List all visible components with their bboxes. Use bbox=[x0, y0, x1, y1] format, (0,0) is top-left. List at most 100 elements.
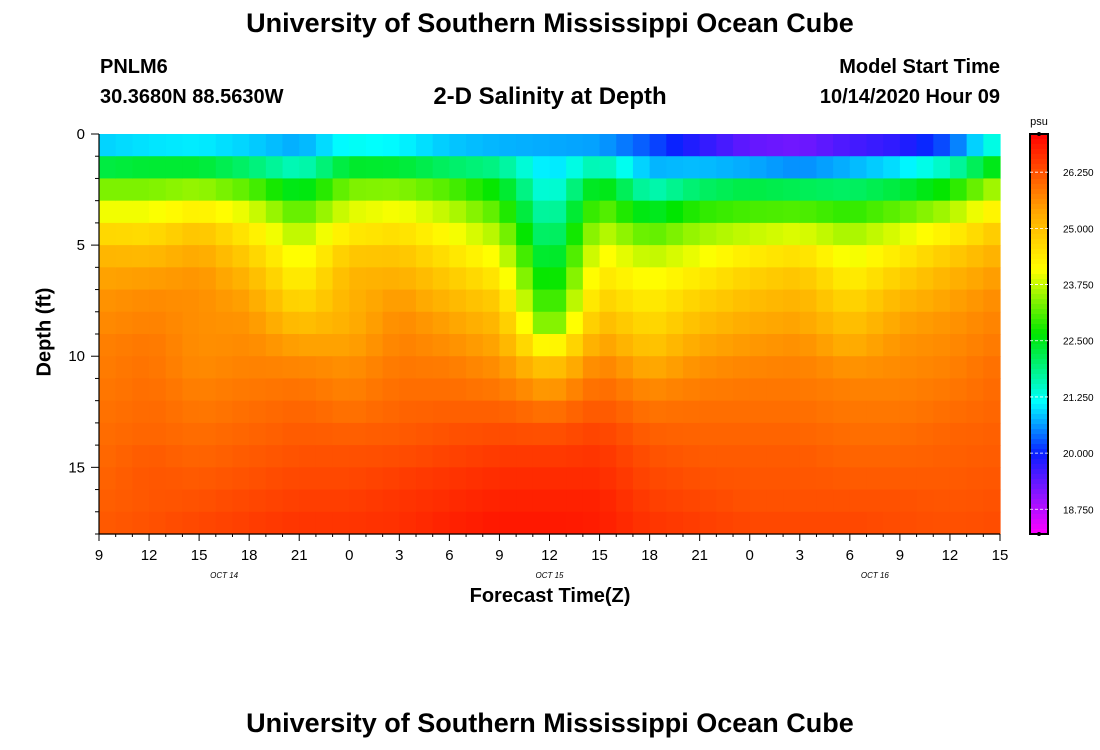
heatmap-cell bbox=[866, 511, 884, 535]
heatmap-cell bbox=[315, 222, 334, 246]
heatmap-cell bbox=[699, 245, 717, 268]
colorbar-segment bbox=[1030, 379, 1048, 385]
heatmap-cell bbox=[716, 289, 734, 313]
colorbar-tick-label: 20.000 bbox=[1063, 449, 1094, 460]
heatmap-cell bbox=[549, 156, 567, 180]
heatmap-cell bbox=[983, 289, 1001, 313]
heatmap-cell bbox=[566, 289, 584, 313]
heatmap-cell bbox=[783, 311, 801, 335]
heatmap-cell bbox=[315, 178, 334, 202]
heatmap-cell bbox=[516, 489, 534, 513]
heatmap-cell bbox=[349, 178, 367, 202]
heatmap-cell bbox=[382, 400, 400, 424]
heatmap-cell bbox=[766, 422, 784, 446]
heatmap-cell bbox=[933, 134, 951, 157]
heatmap-cell bbox=[816, 311, 834, 335]
heatmap-cell bbox=[182, 489, 200, 513]
heatmap-cell bbox=[949, 156, 968, 180]
heatmap-cell bbox=[699, 334, 717, 357]
heatmap-cell bbox=[516, 178, 534, 202]
heatmap-cell bbox=[382, 489, 400, 513]
heatmap-cell bbox=[716, 489, 734, 513]
heatmap-cell bbox=[432, 200, 450, 224]
heatmap-cell bbox=[165, 489, 184, 513]
heatmap-cell bbox=[816, 378, 834, 402]
heatmap-cell bbox=[449, 445, 467, 468]
heatmap-cell bbox=[682, 222, 701, 246]
heatmap-cell bbox=[632, 467, 651, 491]
heatmap-cell bbox=[232, 489, 250, 513]
heatmap-cell bbox=[833, 222, 851, 246]
heatmap-cell bbox=[816, 422, 834, 446]
heatmap-cell bbox=[899, 334, 918, 357]
heatmap-cell bbox=[716, 467, 734, 491]
heatmap-cell bbox=[983, 222, 1001, 246]
heatmap-cell bbox=[966, 489, 984, 513]
heatmap-cell bbox=[299, 200, 317, 224]
heatmap-cell bbox=[99, 445, 117, 468]
colorbar-segment bbox=[1030, 199, 1048, 205]
heatmap-cell bbox=[766, 200, 784, 224]
heatmap-cell bbox=[115, 267, 133, 291]
heatmap-cell bbox=[666, 445, 684, 468]
heatmap-cell bbox=[299, 445, 317, 468]
heatmap-cell bbox=[199, 467, 217, 491]
heatmap-cell bbox=[899, 156, 918, 180]
x-tick-label: 0 bbox=[345, 547, 353, 564]
heatmap-cell bbox=[682, 245, 701, 268]
heatmap-cell bbox=[466, 222, 484, 246]
heatmap-cell bbox=[482, 200, 501, 224]
heatmap-cell bbox=[349, 156, 367, 180]
heatmap-cell bbox=[349, 489, 367, 513]
heatmap-cell bbox=[649, 356, 667, 380]
heatmap-cell bbox=[733, 222, 751, 246]
heatmap-cell bbox=[749, 267, 768, 291]
heatmap-cell bbox=[983, 356, 1001, 380]
heatmap-cell bbox=[199, 489, 217, 513]
heatmap-cell bbox=[983, 489, 1001, 513]
heatmap-cell bbox=[933, 222, 951, 246]
heatmap-cell bbox=[833, 289, 851, 313]
colorbar-segment bbox=[1030, 344, 1048, 350]
heatmap-cell bbox=[916, 334, 934, 357]
heatmap-cell bbox=[649, 400, 667, 424]
heatmap-cell bbox=[265, 489, 284, 513]
station-coordinates: 30.3680N 88.5630W bbox=[100, 86, 284, 108]
heatmap-cell bbox=[382, 445, 400, 468]
heatmap-cell bbox=[816, 511, 834, 535]
heatmap-cell bbox=[282, 178, 300, 202]
heatmap-cell bbox=[716, 400, 734, 424]
heatmap-cell bbox=[599, 467, 617, 491]
heatmap-cell bbox=[866, 222, 884, 246]
heatmap-cell bbox=[432, 445, 450, 468]
colorbar-segment bbox=[1030, 184, 1048, 190]
heatmap-cell bbox=[265, 222, 284, 246]
heatmap-cell bbox=[466, 356, 484, 380]
heatmap-cell bbox=[282, 289, 300, 313]
heatmap-cell bbox=[482, 267, 501, 291]
heatmap-cell bbox=[332, 178, 350, 202]
heatmap-cell bbox=[833, 334, 851, 357]
colorbar-segment bbox=[1030, 354, 1048, 360]
heatmap-cell bbox=[783, 267, 801, 291]
heatmap-cell bbox=[349, 334, 367, 357]
heatmap-cell bbox=[482, 156, 501, 180]
heatmap-cell bbox=[449, 334, 467, 357]
heatmap-cell bbox=[449, 511, 467, 535]
heatmap-cell bbox=[733, 267, 751, 291]
chart-subtitle: 2-D Salinity at Depth bbox=[433, 83, 667, 110]
heatmap-cell bbox=[382, 156, 400, 180]
heatmap-cell bbox=[299, 289, 317, 313]
heatmap-cell bbox=[582, 489, 601, 513]
heatmap-cell bbox=[265, 311, 284, 335]
heatmap-cell bbox=[416, 467, 434, 491]
heatmap-cell bbox=[199, 156, 217, 180]
heatmap-cell bbox=[399, 378, 417, 402]
heatmap-cell bbox=[199, 378, 217, 402]
heatmap-cell bbox=[716, 511, 734, 535]
heatmap-cell bbox=[899, 378, 918, 402]
colorbar-segment bbox=[1030, 264, 1048, 270]
heatmap-cell bbox=[249, 222, 267, 246]
heatmap-cell bbox=[232, 134, 250, 157]
heatmap-cell bbox=[532, 178, 551, 202]
